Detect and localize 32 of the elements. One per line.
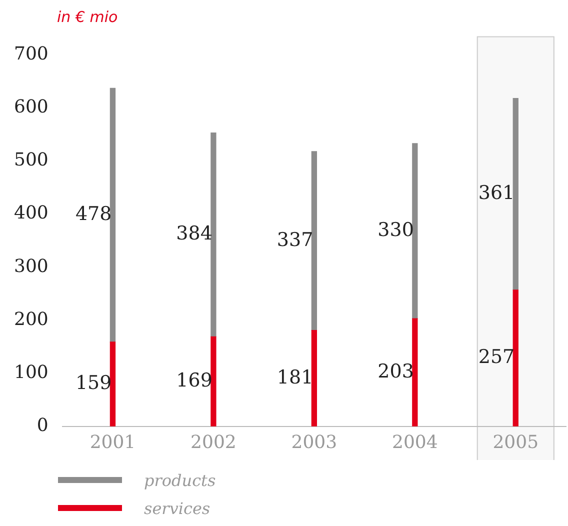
x-tick-label: 2003	[291, 432, 338, 453]
data-label: 384	[176, 222, 212, 245]
y-tick-label: 300	[14, 256, 48, 277]
y-tick-label: 600	[14, 96, 48, 118]
x-tick-label: 2004	[392, 432, 438, 453]
bar	[311, 330, 318, 426]
x-tick-label: 2005	[492, 432, 539, 453]
bar	[210, 132, 216, 338]
data-label: 361	[478, 182, 515, 204]
bar	[110, 342, 116, 426]
bar	[110, 88, 116, 342]
bar	[210, 336, 216, 426]
bar	[412, 143, 418, 319]
x-tick-label: 2002	[190, 432, 236, 453]
y-tick-label: 400	[14, 202, 48, 224]
y-tick-label: 500	[14, 150, 48, 171]
legend-label: products	[144, 470, 216, 490]
y-tick-label: 0	[36, 415, 48, 436]
data-label: 478	[75, 203, 112, 226]
chart-title: in € mio	[57, 8, 118, 26]
bar	[311, 151, 318, 331]
data-label: 337	[276, 228, 314, 251]
legend-label: services	[144, 498, 210, 518]
bar	[512, 98, 518, 290]
bar	[512, 290, 518, 426]
bar	[412, 318, 418, 426]
y-tick-label: 100	[14, 362, 48, 383]
x-tick-label: 2001	[90, 432, 136, 453]
data-label: 181	[276, 366, 314, 388]
data-label: 330	[378, 218, 414, 241]
y-tick-label: 700	[14, 43, 48, 64]
y-tick-label: 200	[14, 308, 48, 330]
